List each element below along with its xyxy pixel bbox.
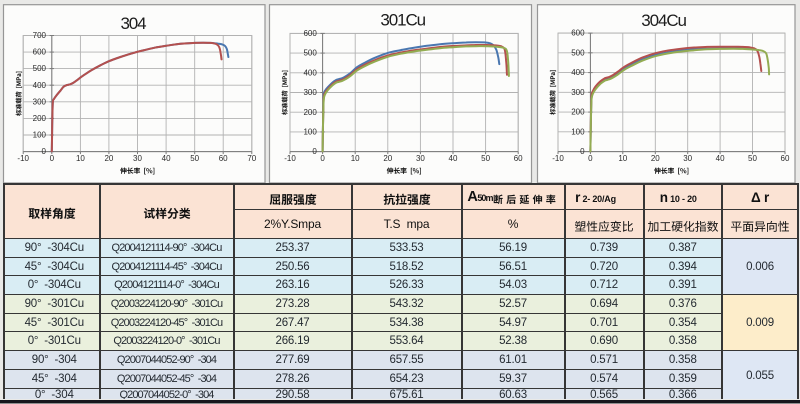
svg-text:20: 20 [104, 154, 113, 163]
svg-text:200: 200 [33, 114, 47, 123]
svg-text:50: 50 [748, 154, 757, 163]
svg-text:0: 0 [50, 154, 55, 163]
svg-text:304Cu: 304Cu [641, 11, 686, 30]
svg-text:0: 0 [312, 147, 317, 156]
svg-text:400: 400 [571, 68, 585, 77]
svg-text:300: 300 [33, 97, 47, 106]
svg-text:10: 10 [618, 154, 627, 163]
svg-text:500: 500 [571, 48, 585, 57]
svg-text:40: 40 [162, 154, 171, 163]
svg-text:0: 0 [320, 154, 325, 163]
svg-text:500: 500 [303, 49, 317, 58]
svg-text:20: 20 [651, 154, 660, 163]
svg-text:300: 300 [571, 88, 585, 97]
svg-text:0: 0 [588, 154, 593, 163]
svg-text:100: 100 [571, 127, 585, 136]
svg-text:301Cu: 301Cu [380, 11, 425, 30]
svg-text:30: 30 [133, 154, 142, 163]
svg-text:0: 0 [580, 147, 585, 156]
svg-text:40: 40 [449, 154, 458, 163]
svg-text:100: 100 [303, 128, 317, 137]
svg-text:30: 30 [416, 154, 425, 163]
svg-text:30: 30 [683, 154, 692, 163]
svg-text:40: 40 [716, 154, 725, 163]
svg-text:500: 500 [33, 64, 47, 73]
svg-text:300: 300 [303, 88, 317, 97]
svg-text:100: 100 [33, 131, 47, 140]
svg-text:304: 304 [120, 14, 146, 33]
svg-text:0: 0 [42, 147, 47, 156]
svg-text:20: 20 [383, 154, 392, 163]
svg-text:60: 60 [219, 154, 228, 163]
svg-text:400: 400 [33, 81, 47, 90]
svg-text:600: 600 [33, 48, 47, 57]
svg-text:10: 10 [351, 154, 360, 163]
svg-text:200: 200 [571, 108, 585, 117]
svg-text:600: 600 [571, 29, 585, 38]
svg-text:10: 10 [76, 154, 85, 163]
svg-text:700: 700 [33, 31, 47, 40]
svg-text:60: 60 [514, 154, 523, 163]
svg-text:-10: -10 [552, 154, 564, 163]
svg-text:200: 200 [303, 108, 317, 117]
svg-text:-10: -10 [17, 154, 29, 163]
svg-text:60: 60 [781, 154, 790, 163]
svg-text:50: 50 [190, 154, 199, 163]
svg-text:400: 400 [303, 68, 317, 77]
svg-text:600: 600 [303, 29, 317, 38]
svg-text:50: 50 [481, 154, 490, 163]
svg-text:-10: -10 [284, 154, 296, 163]
svg-text:70: 70 [247, 154, 256, 163]
